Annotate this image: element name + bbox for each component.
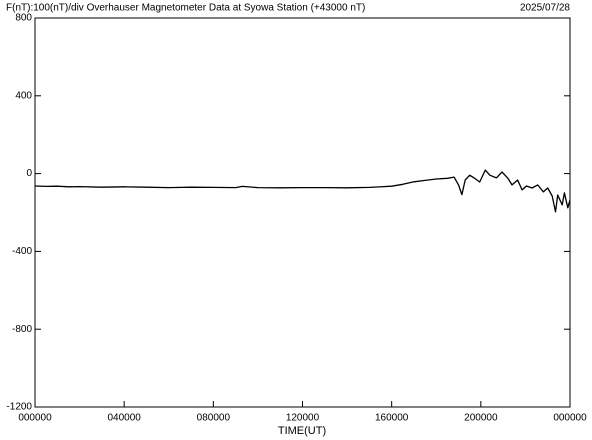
chart-title: F(nT):100(nT)/div Overhauser Magnetomete… xyxy=(6,3,365,14)
data-line xyxy=(34,169,571,213)
y-tick-label: -400 xyxy=(12,246,32,257)
x-tick-label: 080000 xyxy=(197,413,231,424)
x-tick-label: 200000 xyxy=(464,413,498,424)
x-tick-label: 120000 xyxy=(286,413,320,424)
x-axis-label: TIME(UT) xyxy=(278,425,326,437)
y-tick-label: 400 xyxy=(15,90,32,101)
x-tick-label: 000000 xyxy=(553,413,587,424)
y-tick-label: -800 xyxy=(12,324,32,335)
chart-date: 2025/07/28 xyxy=(520,3,570,14)
y-tick-label: -1200 xyxy=(6,402,32,413)
plot-frame xyxy=(34,17,571,408)
x-tick-label: 160000 xyxy=(375,413,409,424)
x-tick-label: 040000 xyxy=(107,413,141,424)
y-tick-label: 800 xyxy=(15,13,32,24)
y-tick-label: 0 xyxy=(26,168,32,179)
x-tick-label: 000000 xyxy=(18,413,52,424)
